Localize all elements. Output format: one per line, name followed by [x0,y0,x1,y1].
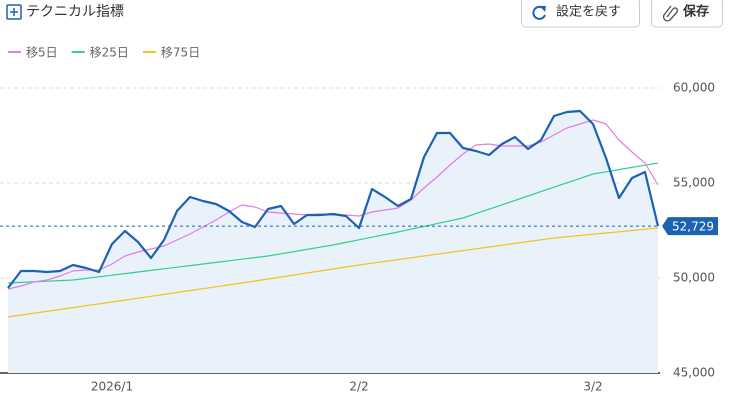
last-price-label: 52,729 [672,220,714,234]
legend-label: 移25日 [90,46,129,60]
y-tick-label: 45,000 [673,366,715,380]
reset-label[interactable]: 設定を戻す [556,4,621,20]
save-icon [662,5,679,22]
x-tick-label: 3/2 [583,380,602,394]
plus-icon [10,8,18,16]
reset-icon [532,5,546,20]
reset-button[interactable] [521,0,640,28]
reset-icon-arrow [540,6,546,12]
legend-label: 移5日 [26,46,58,60]
moving-average-line [7,162,659,284]
price-line [7,109,660,289]
save-label[interactable]: 保存 [682,4,709,20]
legend-label: 移75日 [161,46,200,60]
y-tick-label: 50,000 [673,271,715,285]
y-tick-label: 60,000 [673,81,715,95]
x-tick-label: 2026/1 [91,380,133,394]
moving-average-line [7,227,659,318]
plot: 45,000 50,000 55,000 60,000 2026/1 2/2 3/2 52,7… [0,69,718,394]
legend: 移5日 移25日 移75日 [8,46,200,60]
x-tick-label: 2/2 [349,380,368,394]
indicator-icon[interactable] [6,4,22,20]
y-tick-label: 55,000 [673,176,715,190]
last-price-tag [662,217,718,236]
price-area [8,111,658,373]
toolbar-title[interactable]: テクニカル指標 [26,4,124,20]
